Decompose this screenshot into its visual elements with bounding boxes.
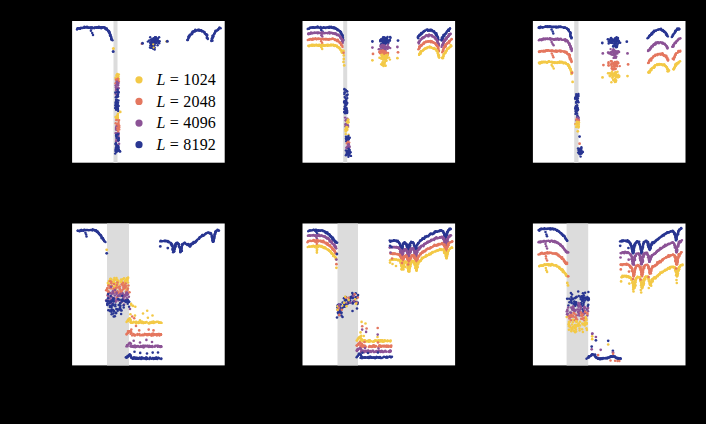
svg-text:L = 4096: L = 4096 xyxy=(156,114,217,131)
svg-text:L = 8192: L = 8192 xyxy=(156,136,217,153)
svg-text:L = 2048: L = 2048 xyxy=(156,93,217,110)
svg-text:L = 1024: L = 1024 xyxy=(156,71,217,88)
